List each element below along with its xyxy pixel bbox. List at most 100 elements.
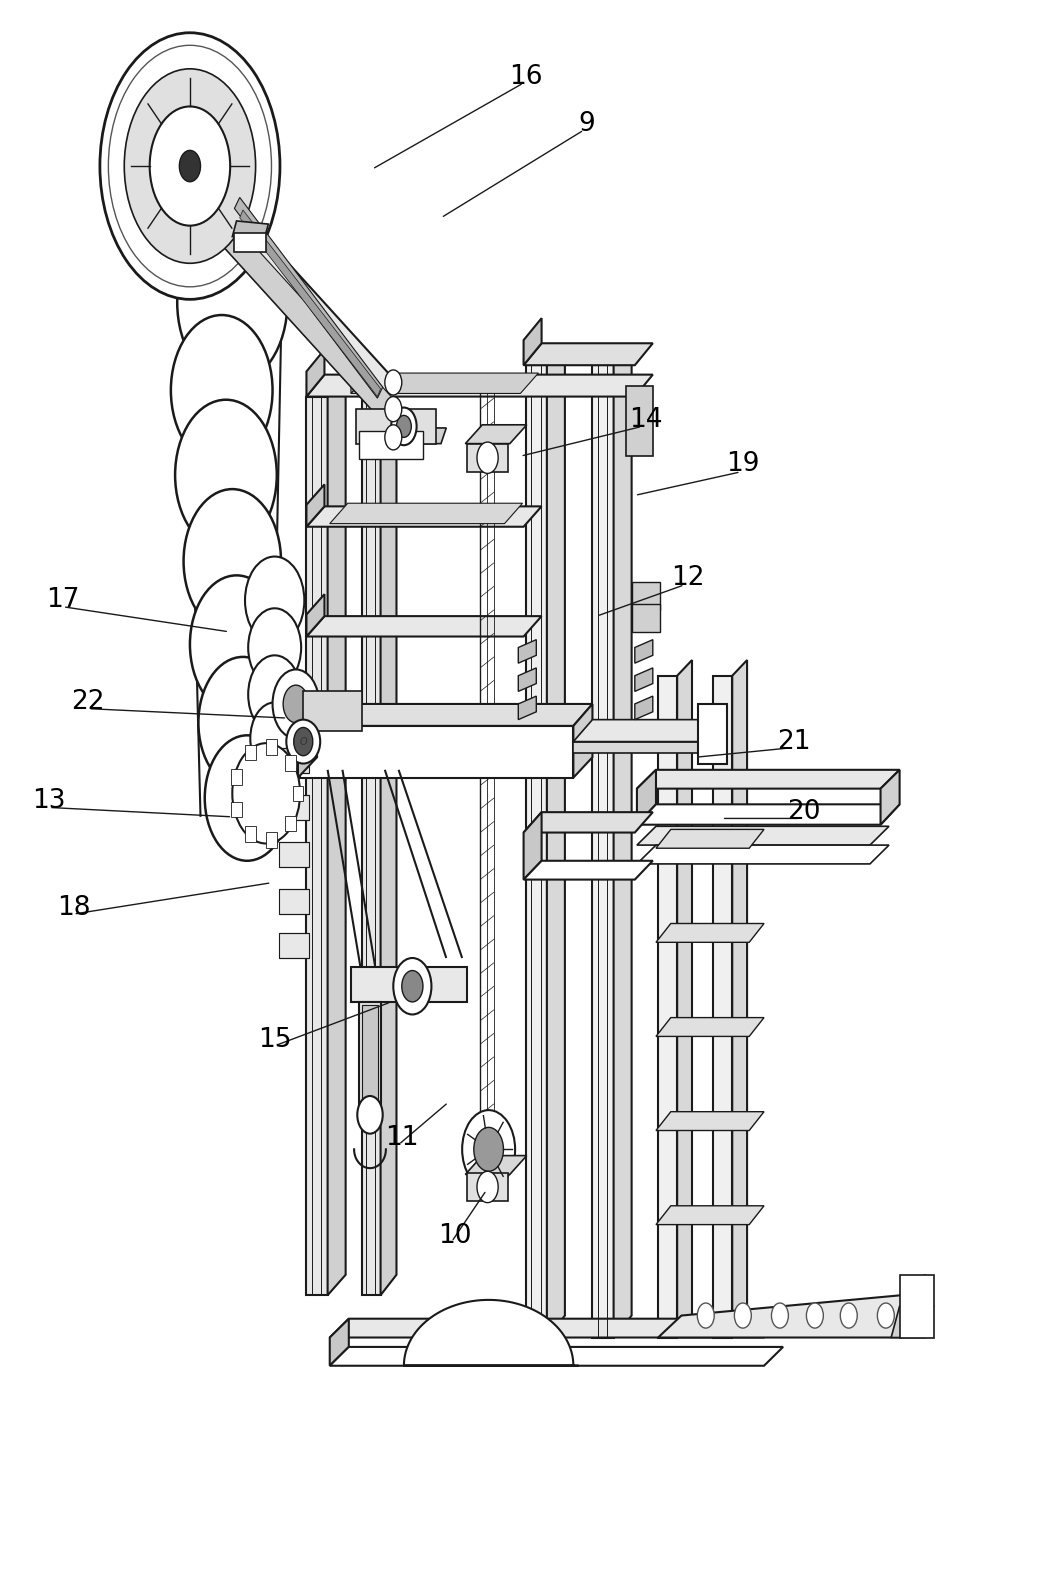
- Circle shape: [384, 396, 401, 421]
- Circle shape: [357, 1097, 382, 1134]
- Bar: [361, 1005, 378, 1103]
- Circle shape: [179, 151, 201, 182]
- Circle shape: [190, 575, 284, 713]
- Circle shape: [124, 69, 256, 264]
- Polygon shape: [900, 1274, 933, 1337]
- Polygon shape: [880, 770, 900, 825]
- Circle shape: [384, 424, 401, 449]
- Bar: [267, 831, 277, 847]
- Circle shape: [233, 743, 301, 844]
- Text: 12: 12: [671, 566, 704, 592]
- Polygon shape: [573, 704, 593, 778]
- Polygon shape: [632, 581, 661, 610]
- Polygon shape: [307, 374, 653, 396]
- Circle shape: [184, 489, 281, 633]
- Circle shape: [698, 1302, 715, 1327]
- Text: 16: 16: [509, 64, 543, 90]
- Bar: [350, 968, 467, 1002]
- Text: 19: 19: [726, 451, 759, 478]
- Polygon shape: [637, 826, 889, 845]
- Circle shape: [393, 958, 431, 1015]
- Circle shape: [771, 1302, 788, 1327]
- Polygon shape: [891, 1306, 933, 1337]
- Bar: [359, 430, 423, 459]
- Polygon shape: [350, 355, 369, 393]
- Polygon shape: [678, 660, 692, 1337]
- Text: 17: 17: [46, 588, 80, 613]
- Bar: [279, 933, 309, 958]
- Polygon shape: [404, 1299, 579, 1365]
- Circle shape: [205, 735, 290, 861]
- Polygon shape: [714, 676, 733, 1337]
- Text: 22: 22: [71, 690, 105, 715]
- Polygon shape: [547, 346, 565, 1337]
- Circle shape: [401, 971, 423, 1002]
- Polygon shape: [656, 1112, 764, 1131]
- Polygon shape: [198, 198, 382, 421]
- Polygon shape: [198, 178, 395, 401]
- Bar: [245, 826, 256, 842]
- Text: 11: 11: [386, 1125, 418, 1152]
- Bar: [279, 795, 309, 820]
- Polygon shape: [635, 668, 653, 691]
- Polygon shape: [524, 861, 653, 880]
- Bar: [267, 740, 277, 754]
- Bar: [279, 748, 309, 773]
- Polygon shape: [329, 503, 523, 523]
- Ellipse shape: [287, 720, 321, 764]
- Circle shape: [249, 608, 302, 687]
- Text: 14: 14: [629, 407, 662, 434]
- Polygon shape: [465, 1156, 527, 1175]
- Polygon shape: [656, 1207, 764, 1225]
- Bar: [356, 408, 435, 443]
- Polygon shape: [526, 364, 547, 1337]
- Polygon shape: [380, 380, 396, 1295]
- Polygon shape: [307, 484, 325, 526]
- Polygon shape: [361, 396, 380, 1295]
- Polygon shape: [307, 506, 542, 526]
- Bar: [627, 385, 653, 456]
- Polygon shape: [518, 639, 536, 663]
- Circle shape: [100, 33, 280, 300]
- Polygon shape: [733, 660, 747, 1337]
- Circle shape: [284, 685, 309, 723]
- Polygon shape: [328, 380, 345, 1295]
- Polygon shape: [350, 372, 538, 393]
- Polygon shape: [307, 349, 325, 396]
- Text: 15: 15: [258, 1026, 291, 1053]
- Bar: [286, 756, 296, 771]
- Polygon shape: [307, 380, 345, 396]
- Circle shape: [840, 1302, 857, 1327]
- Bar: [699, 704, 727, 764]
- Polygon shape: [658, 676, 678, 1337]
- Circle shape: [477, 1172, 498, 1203]
- Polygon shape: [329, 1318, 783, 1337]
- Polygon shape: [524, 812, 653, 833]
- Circle shape: [108, 46, 272, 287]
- Bar: [279, 889, 309, 914]
- Text: 18: 18: [56, 895, 90, 921]
- Polygon shape: [240, 211, 380, 396]
- Circle shape: [150, 107, 230, 226]
- Text: 13: 13: [32, 789, 66, 814]
- Polygon shape: [637, 804, 900, 825]
- Polygon shape: [524, 319, 542, 364]
- Bar: [245, 745, 256, 760]
- Bar: [279, 842, 309, 867]
- Text: 21: 21: [777, 729, 810, 754]
- Polygon shape: [635, 639, 653, 663]
- Circle shape: [384, 369, 401, 394]
- Polygon shape: [301, 704, 593, 726]
- Polygon shape: [359, 1002, 380, 1108]
- Polygon shape: [301, 726, 573, 778]
- Polygon shape: [198, 198, 395, 421]
- Text: 9: 9: [579, 110, 596, 137]
- Polygon shape: [329, 1346, 783, 1365]
- Circle shape: [396, 415, 411, 437]
- Bar: [232, 801, 242, 817]
- Circle shape: [273, 669, 320, 738]
- Circle shape: [806, 1302, 823, 1327]
- Polygon shape: [614, 346, 632, 1337]
- Circle shape: [477, 441, 498, 473]
- Polygon shape: [377, 427, 446, 443]
